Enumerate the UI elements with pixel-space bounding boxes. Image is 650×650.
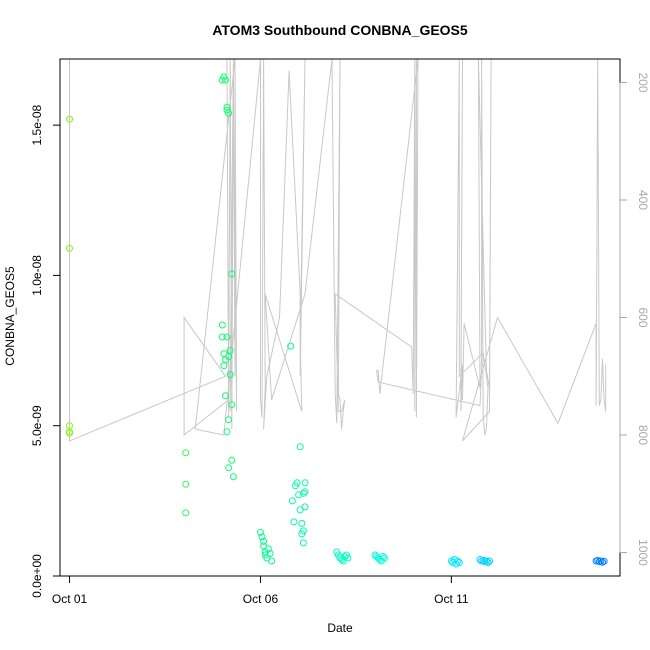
data-point [298,519,306,527]
data-point [455,559,463,566]
data-point [182,509,190,517]
data-point [290,518,298,526]
data-point [594,556,602,564]
data-point [257,528,264,536]
data-point [486,557,493,565]
data-point [299,527,307,535]
data-point [218,333,226,341]
x-tick-label: Oct 11 [434,592,469,606]
data-point [66,244,73,252]
y-tick-label: 0.0e+00 [30,554,44,598]
data-point [66,429,73,437]
y-tick-label: 1.0e-08 [30,255,44,296]
right-y-tick-label: 1000 [636,539,650,566]
data-point [301,479,309,487]
right-y-tick-label: 800 [636,425,650,445]
right-y-tick-label: 400 [636,190,650,210]
data-point [226,371,234,379]
data-point [218,321,226,329]
data-point [344,554,352,562]
data-point [482,557,490,565]
data-point [66,115,73,123]
right-y-tick-label: 600 [636,307,650,327]
data-point [220,362,228,370]
data-point [225,464,233,472]
chart-title: ATOM3 Southbound CONBNA_GEOS5 [212,22,468,38]
data-point [301,488,309,496]
data-point [293,479,301,487]
data-point [299,489,307,497]
data-point [266,550,274,557]
data-point [268,557,276,565]
data-point [295,491,303,499]
data-point [182,480,190,488]
data-point [225,416,233,424]
data-point [226,347,234,355]
data-point [597,557,605,565]
data-point [484,559,492,566]
data-point [258,533,266,541]
y-tick-label: 1.5e-08 [30,104,44,145]
pressure-line-layer [69,59,607,442]
data-point [341,553,349,560]
data-point [381,554,388,562]
data-point [260,537,268,545]
data-point [182,449,190,457]
data-point [223,333,231,341]
data-point [296,443,304,451]
data-point [301,503,309,511]
points-layer [66,73,608,568]
data-point [454,557,462,565]
data-point [264,545,272,553]
data-point [228,401,236,409]
y-tick-label: 5.0e-09 [30,405,44,446]
data-point [299,539,307,547]
data-point [225,109,233,117]
data-point [223,428,231,436]
data-point [222,392,229,400]
data-point [379,553,387,560]
x-tick-label: Oct 01 [52,592,88,606]
right-y-tick-label: 200 [636,72,650,92]
axes-layer: Oct 01 Oct 06 Oct 11 0.0e+00 5.0e-09 1.0e-08 1… [30,58,650,606]
x-axis-label: Date [327,621,353,635]
data-point [287,342,295,350]
y-axis-label: CONBNA_GEOS5 [3,266,17,366]
pressure-line [69,59,607,442]
x-tick-label: Oct 06 [243,592,279,606]
data-point [228,270,236,278]
data-point [222,76,229,84]
data-point [600,557,608,565]
data-point [228,456,236,464]
data-point [288,497,296,505]
data-point [229,473,237,481]
